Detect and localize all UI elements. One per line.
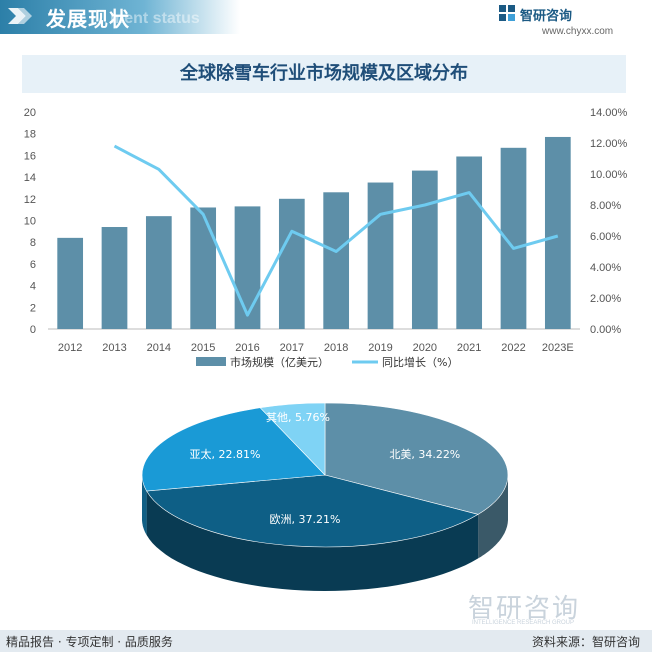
bar-2014 — [145, 216, 172, 329]
y-tick-label: 10 — [24, 216, 36, 228]
y-tick-label: 4 — [30, 281, 36, 293]
x-tick-label: 2014 — [147, 342, 171, 354]
y-tick-label: 2 — [30, 302, 36, 314]
legend-bar-swatch — [196, 357, 226, 366]
pie-label-其他: 其他, 5.76% — [266, 411, 330, 424]
header-subtitle: ment status — [110, 10, 200, 27]
x-tick-label: 2012 — [58, 342, 82, 354]
footer-slogan: 精品报告 · 专项定制 · 品质服务 — [6, 635, 173, 649]
brand-name: 智研咨询 — [520, 9, 573, 24]
x-tick-label: 2013 — [102, 342, 126, 354]
pie-label-亚太: 亚太, 22.81% — [190, 448, 261, 461]
y-tick-label: 18 — [24, 129, 36, 141]
growth-line — [113, 144, 559, 317]
x-tick-label: 2022 — [501, 342, 525, 354]
y-tick-label: 16 — [24, 150, 36, 162]
y2-tick-label: 0.00% — [590, 324, 621, 336]
pie-slice-欧洲 — [146, 474, 479, 548]
brand-logo-icon — [499, 5, 515, 21]
x-tick-label: 2017 — [280, 342, 304, 354]
bar-2020 — [411, 170, 438, 329]
footer: 精品报告 · 专项定制 · 品质服务 资料来源：智研咨询 — [0, 630, 652, 652]
y-tick-label: 6 — [30, 259, 36, 271]
chevron-decoration-icon — [8, 8, 32, 24]
y-tick-label: 12 — [24, 194, 36, 206]
y2-tick-label: 14.00% — [590, 107, 628, 119]
y2-tick-label: 12.00% — [590, 138, 628, 150]
bar-2016 — [234, 206, 261, 329]
legend-bar-label: 市场规模（亿美元） — [230, 355, 329, 369]
footer-source: 资料来源：智研咨询 — [531, 635, 640, 649]
chart-title-box: 全球除雪车行业市场规模及区域分布 — [22, 55, 626, 93]
y2-tick-label: 2.00% — [590, 293, 621, 305]
y-tick-label: 0 — [30, 324, 36, 336]
bar-2018 — [323, 192, 350, 329]
brand: 智研咨询 www.chyxx.com — [498, 4, 638, 38]
y2-tick-label: 10.00% — [590, 169, 628, 181]
watermark-subtext: INTELLIGENCE RESEARCH GROUP — [472, 620, 575, 626]
bar-2021 — [456, 156, 483, 329]
bar-line-chart: 0 2 4 6 8 10 12 14 16 18 20 0.00% 2.00% 4.00% 6.00% 8.0… — [24, 107, 628, 369]
y2-tick-label: 8.00% — [590, 200, 621, 212]
chart-title: 全球除雪车行业市场规模及区域分布 — [180, 63, 468, 84]
bar-2023E — [544, 136, 571, 329]
x-tick-label: 2016 — [235, 342, 259, 354]
x-tick-label: 2021 — [457, 342, 481, 354]
y-tick-label: 8 — [30, 237, 36, 249]
y-tick-label: 20 — [24, 107, 36, 119]
header: ment status 发展现状 — [0, 0, 652, 40]
pie-side-欧洲 — [146, 491, 479, 591]
pie-side-亚太 — [142, 475, 147, 535]
x-tick-label: 2015 — [191, 342, 215, 354]
bar-2017 — [278, 198, 305, 329]
pie-slice-亚太 — [141, 407, 326, 492]
pie-chart: 北美, 34.22% 欧洲, 37.21% 亚太, 22.81% 其他, 5.76% — [141, 402, 509, 591]
x-tick-label: 2023E — [542, 342, 574, 354]
watermark-text: 智研咨询 — [468, 594, 581, 624]
bar-2019 — [367, 182, 394, 329]
y2-tick-label: 6.00% — [590, 231, 621, 243]
header-bar — [0, 0, 240, 34]
header-title: 发展现状 — [46, 7, 130, 31]
charts-canvas: 0 2 4 6 8 10 12 14 16 18 20 0.00% 2.00% 4.00% 6.00% 8.0… — [24, 107, 628, 591]
pie-slice-其他 — [259, 402, 326, 476]
brand-url: www.chyxx.com — [542, 26, 614, 37]
legend-line-label: 同比增长（%） — [382, 355, 458, 369]
y2-tick-label: 4.00% — [590, 262, 621, 274]
pie-label-欧洲: 欧洲, 37.21% — [270, 513, 341, 526]
y-tick-label: 14 — [24, 172, 36, 184]
bar-2013 — [101, 227, 128, 329]
x-tick-label: 2020 — [413, 342, 437, 354]
bar-2012 — [57, 237, 84, 329]
bar-2015 — [190, 207, 217, 329]
pie-label-北美: 北美, 34.22% — [389, 448, 460, 461]
x-tick-label: 2019 — [368, 342, 392, 354]
x-tick-label: 2018 — [324, 342, 348, 354]
